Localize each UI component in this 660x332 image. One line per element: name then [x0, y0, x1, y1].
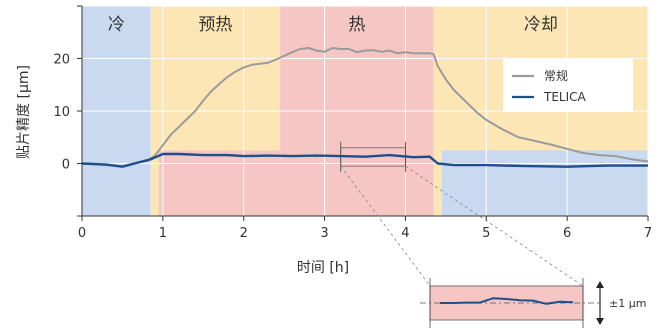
inset-connector-left [340, 165, 431, 287]
y-axis-label: 贴片精度 [µm] [16, 65, 32, 159]
legend: 常规 TELICA [503, 58, 633, 112]
x-tick-label-1: 1 [159, 226, 167, 241]
series-lines [81, 47, 649, 168]
x-axis-label: 时间 [h] [297, 260, 349, 276]
legend-box [503, 58, 633, 112]
x-tick-label-2: 2 [240, 226, 248, 241]
y-tick-label-0: 0 [62, 158, 70, 173]
phase-labels: 冷 预热 热 冷却 [108, 15, 558, 35]
x-tick-label-4: 4 [401, 226, 409, 241]
inset-arrow-head-up [596, 281, 604, 288]
x-tick-label-3: 3 [320, 226, 328, 241]
y-tick-label-2: 20 [53, 53, 70, 68]
axes: 0 1 2 3 4 5 6 7 0 10 20 [53, 5, 652, 241]
series-line-1 [81, 152, 648, 168]
y-tick-label-1: 10 [53, 105, 70, 120]
inner-band-0 [158, 150, 281, 216]
phase-label-3: 冷却 [524, 15, 558, 35]
x-tick-label-5: 5 [482, 226, 490, 241]
inset-zoom: ±1 µm [340, 165, 646, 328]
series-line-0 [81, 47, 649, 168]
phase-label-0: 冷 [108, 15, 125, 35]
inset-arrow-head-down [596, 318, 604, 325]
legend-entry-1: TELICA [543, 90, 587, 104]
inset-series-line [440, 297, 574, 305]
phase-label-1: 预热 [198, 15, 232, 35]
phase-label-2: 热 [348, 15, 365, 35]
legend-entry-0: 常规 [544, 68, 568, 83]
x-tick-label-6: 6 [563, 226, 571, 241]
inner-band-1 [441, 150, 648, 216]
x-tick-label-0: 0 [78, 226, 86, 241]
x-tick-label-7: 7 [644, 226, 652, 241]
inset-range-label: ±1 µm [609, 297, 646, 310]
